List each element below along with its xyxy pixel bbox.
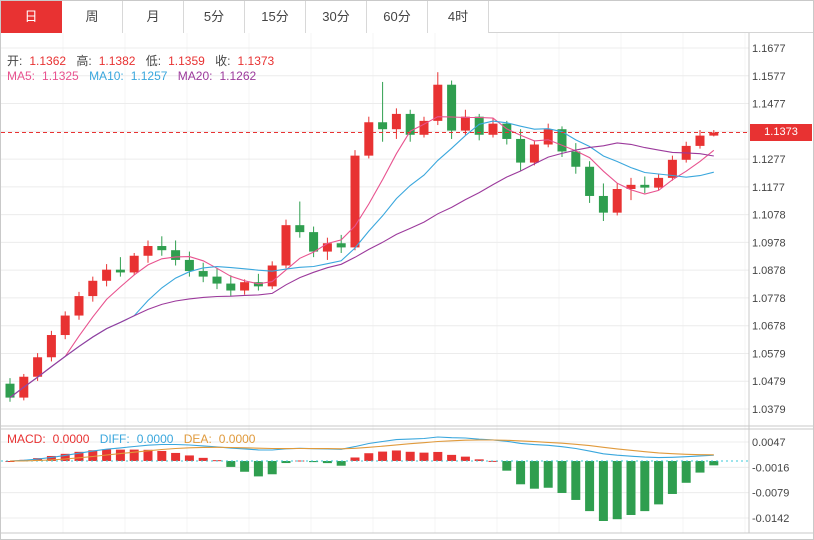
close-value: 1.1373 xyxy=(237,54,275,68)
open-label: 开: xyxy=(7,54,23,68)
dea-line xyxy=(9,439,714,462)
ohlc-legend: 开: 1.1362 高: 1.1382 低: 1.1359 收: 1.1373 xyxy=(7,52,281,69)
chart-canvas[interactable]: 1.16771.15771.14771.13771.12771.11771.10… xyxy=(1,33,814,540)
ma20-label: MA20: xyxy=(177,69,213,83)
open-value: 1.1362 xyxy=(29,54,67,68)
price-axis-label: 1.0978 xyxy=(752,237,786,249)
high-label: 高: xyxy=(76,54,92,68)
price-axis-label: 1.0678 xyxy=(752,321,786,333)
macd-axis-label: -0.0142 xyxy=(752,513,789,525)
macd-axis-label: 0.0047 xyxy=(752,437,786,449)
price-axis-label: 1.1677 xyxy=(752,43,786,55)
close-label: 收: xyxy=(215,54,231,68)
tab-30分[interactable]: 30分 xyxy=(306,1,367,33)
macd-histogram xyxy=(5,449,719,521)
chart-area: 1.16771.15771.14771.13771.12771.11771.10… xyxy=(1,33,814,540)
macd-axis-label: -0.0079 xyxy=(752,488,789,500)
price-axis-label: 1.0579 xyxy=(752,348,786,360)
tab-日[interactable]: 日 xyxy=(1,1,62,33)
macd-label: MACD: xyxy=(7,432,46,446)
tab-4时[interactable]: 4时 xyxy=(428,1,489,33)
price-axis-label: 1.1177 xyxy=(752,182,785,194)
macd-legend: MACD: 0.0000 DIFF: 0.0000 DEA: 0.0000 xyxy=(7,432,262,446)
price-axis-label: 1.0479 xyxy=(752,376,786,388)
price-axis-label: 1.0778 xyxy=(752,293,786,305)
macd-axis-label: -0.0016 xyxy=(752,462,789,474)
tab-5分[interactable]: 5分 xyxy=(184,1,245,33)
tab-60分[interactable]: 60分 xyxy=(367,1,428,33)
ma10-line xyxy=(9,120,714,399)
low-label: 低: xyxy=(145,54,162,68)
price-axis-label: 1.1277 xyxy=(752,154,786,166)
dea-value: 0.0000 xyxy=(218,432,256,446)
diff-line xyxy=(9,436,714,462)
price-axis-label: 1.0878 xyxy=(752,265,786,277)
candles-layer xyxy=(5,72,719,402)
ma10-label: MA10: xyxy=(89,69,124,83)
high-value: 1.1382 xyxy=(98,54,136,68)
current-price-badge: 1.1373 xyxy=(750,124,812,141)
dea-label: DEA: xyxy=(183,432,212,446)
ma20-line xyxy=(9,142,714,399)
price-axis-label: 1.0379 xyxy=(752,404,786,416)
diff-value: 0.0000 xyxy=(136,432,174,446)
ma-legend: MA5: 1.1325 MA10: 1.1257 MA20: 1.1262 xyxy=(7,69,263,83)
ma20-value: 1.1262 xyxy=(219,69,257,83)
tab-月[interactable]: 月 xyxy=(123,1,184,33)
ma5-line xyxy=(9,116,715,399)
price-axis-label: 1.1078 xyxy=(752,210,786,222)
tab-15分[interactable]: 15分 xyxy=(245,1,306,33)
ma10-value: 1.1257 xyxy=(130,69,168,83)
diff-label: DIFF: xyxy=(99,432,130,446)
ma5-value: 1.1325 xyxy=(42,69,79,83)
ma5-label: MA5: xyxy=(7,69,36,83)
timeframe-tabbar: 日周月 5分 15分 30分 60分 4时 xyxy=(1,1,813,33)
macd-value: 0.0000 xyxy=(52,432,90,446)
price-axis-label: 1.1577 xyxy=(752,71,786,83)
low-value: 1.1359 xyxy=(168,54,205,68)
price-axis-label: 1.1477 xyxy=(752,99,786,111)
tab-周[interactable]: 周 xyxy=(62,1,123,33)
